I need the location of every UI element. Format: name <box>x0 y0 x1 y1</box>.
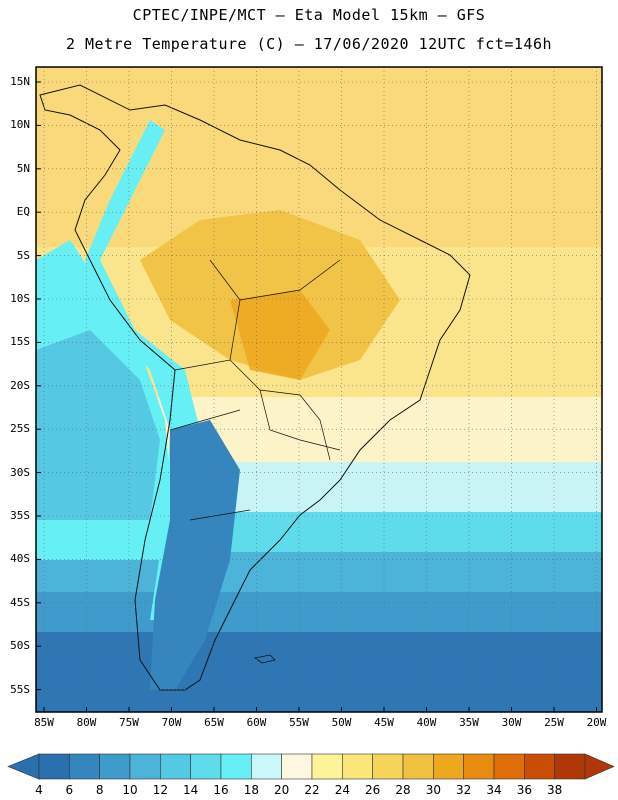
colorbar-label: 20 <box>274 783 290 797</box>
temperature-field <box>36 67 602 712</box>
colorbar-label: 4 <box>35 783 43 797</box>
colorbar-swatch <box>160 753 191 780</box>
colorbar-swatch <box>190 753 222 780</box>
colorbar-swatch <box>69 753 100 780</box>
patagonia-cold-core <box>150 420 240 690</box>
lon-label: 45W <box>374 716 394 729</box>
lat-label: 20S <box>10 378 30 392</box>
colorbar-label: 32 <box>456 783 472 797</box>
band-colder-ocean <box>36 592 602 632</box>
colorbar-label: 6 <box>65 783 74 797</box>
lon-label: 70W <box>161 716 182 729</box>
colorbar-label: 14 <box>183 783 199 797</box>
colorbar-swatch <box>342 753 373 780</box>
colorbar-swatch <box>554 753 586 780</box>
colorbar-label: 22 <box>304 783 320 797</box>
map-title-line-1: CPTEC/INPE/MCT – Eta Model 15km – GFS <box>132 6 486 24</box>
lon-label: 40W <box>416 716 437 729</box>
lat-label: 50S <box>10 639 30 653</box>
map-frame <box>35 66 603 713</box>
axis-ticks <box>36 81 597 712</box>
colorbar-swatch <box>99 753 131 780</box>
colorbar-swatch <box>129 753 161 780</box>
colorbar-swatch <box>402 753 434 780</box>
colorbar-low-arrow <box>7 753 40 780</box>
colorbar-label: 12 <box>152 783 168 797</box>
colorbar-swatch <box>433 753 464 780</box>
colorbar-swatch <box>251 753 282 780</box>
colorbar-swatch <box>38 753 70 780</box>
colorbar-swatch <box>463 753 495 780</box>
colorbar-label: 8 <box>95 783 104 797</box>
colorbar-swatch <box>311 753 343 780</box>
lat-label: 55S <box>10 682 30 696</box>
colorbar-label: 16 <box>213 783 229 797</box>
lat-label: 15S <box>10 335 30 349</box>
lon-label: 55W <box>289 716 309 729</box>
colorbar-label: 38 <box>547 783 563 797</box>
lon-label: 35W <box>459 716 479 729</box>
colorbar-swatch <box>281 753 313 780</box>
colorbar-label: 34 <box>486 783 502 797</box>
colorbar-label: 28 <box>395 783 411 797</box>
colorbar-label: 10 <box>122 783 138 797</box>
south-america-coastline <box>39 84 471 691</box>
colorbar-swatch <box>524 753 555 780</box>
lat-label: 10N <box>10 118 30 132</box>
lat-label: 25S <box>10 422 30 436</box>
colorbar-label: 18 <box>243 783 259 797</box>
lat-label: 5S <box>16 248 30 262</box>
cerrado-warm-core <box>230 290 330 380</box>
lon-label: 80W <box>76 716 97 729</box>
lon-label: 20W <box>586 716 607 729</box>
lon-label: 65W <box>204 716 224 729</box>
colorbar-swatch <box>493 753 525 780</box>
colorbar-high-arrow <box>584 753 615 780</box>
colorbar-label: 24 <box>334 783 350 797</box>
lon-label: 25W <box>544 716 564 729</box>
colorbar-label: 26 <box>365 783 381 797</box>
country-borders <box>169 259 341 521</box>
lon-label: 75W <box>119 716 139 729</box>
lat-label: EQ <box>16 205 30 219</box>
lon-label: 60W <box>246 716 267 729</box>
colorbar-label: 30 <box>425 783 441 797</box>
lat-label: 30S <box>10 465 30 479</box>
lat-label: 5N <box>16 161 30 175</box>
colorbar-label: 36 <box>516 783 532 797</box>
lon-label: 30W <box>501 716 522 729</box>
lat-label: 40S <box>10 552 30 566</box>
band-coldest-ocean <box>36 632 602 712</box>
lat-label: 10S <box>10 292 30 305</box>
falkland-islands <box>254 654 276 664</box>
lat-label: 45S <box>10 595 30 609</box>
map-title-line-2: 2 Metre Temperature (C) – 17/06/2020 12U… <box>65 35 553 53</box>
lon-label: 85W <box>34 716 54 729</box>
colorbar-swatch <box>220 753 252 780</box>
lat-label: 35S <box>10 509 30 522</box>
colorbar <box>7 753 615 780</box>
band-north-warm <box>36 67 602 247</box>
colorbar-swatch <box>372 753 404 780</box>
lon-label: 50W <box>331 716 352 729</box>
lat-label: 15N <box>10 75 30 88</box>
